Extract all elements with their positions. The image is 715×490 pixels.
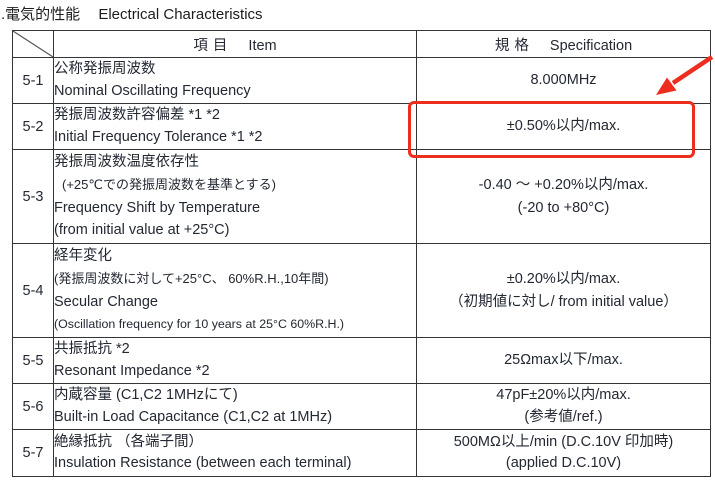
item-cell: 公称発振周波数 Nominal Oscillating Frequency [53, 57, 417, 104]
header-row: 項 目 Item 規 格 Specification [12, 30, 711, 58]
spec-cell: -0.40 ～ +0.20%以内/max. (-20 to +80°C) [416, 149, 711, 244]
row-number: 5-4 [12, 243, 54, 338]
item-line: 経年変化 [54, 248, 113, 265]
header-item-jp: 項 目 [193, 37, 228, 54]
item-line: Resonant Impedance *2 [54, 362, 210, 379]
row-number: 5-2 [12, 103, 54, 150]
header-spec-jp: 規 格 [494, 37, 530, 54]
row-number: 5-3 [12, 149, 54, 244]
item-line: 内蔵容量 (C1,C2 1MHzにて) [54, 387, 238, 403]
column-header-spec: 規 格 Specification [416, 30, 711, 58]
item-cell: 発振周波数許容偏差 *1 *2 Initial Frequency Tolera… [53, 103, 417, 150]
spec-line: 25Ωmax以下/max. [504, 351, 623, 368]
spec-cell: 25Ωmax以下/max. [416, 337, 711, 384]
item-cell: 発振周波数温度依存性 (+25℃での発振周波数を基準とする) Frequency… [53, 149, 417, 244]
spec-cell-highlighted: ±0.50%以内/max. [416, 103, 711, 150]
electrical-characteristics-table: 項 目 Item 規 格 Specification 5-1 公称発振周波数 N… [12, 30, 711, 477]
table-row-5-1: 5-1 公称発振周波数 Nominal Oscillating Frequenc… [12, 57, 711, 104]
item-line: Initial Frequency Tolerance *1 *2 [54, 128, 263, 145]
spec-line: 8.000MHz [530, 71, 597, 88]
row-number: 5-6 [12, 383, 54, 430]
page-title-jp: .電気的性能 [1, 6, 81, 23]
item-line: Nominal Oscillating Frequency [54, 82, 251, 99]
spec-cell: 47pF±20%以内/max. (参考値/ref.) [416, 383, 711, 430]
item-cell: 内蔵容量 (C1,C2 1MHzにて) Built-in Load Capaci… [53, 383, 417, 430]
item-line: 発振周波数温度依存性 [54, 154, 200, 171]
item-line: (発振周波数に対して+25°C、 60%R.H.,10年間) [54, 270, 329, 286]
spec-line: (参考値/ref.) [524, 408, 603, 425]
item-line: 発振周波数許容偏差 *1 *2 [54, 107, 220, 123]
spec-line: (-20 to +80°C) [517, 199, 610, 216]
spec-cell: ±0.20%以内/max. （初期値に対し/ from initial valu… [416, 243, 711, 338]
row-number: 5-1 [12, 57, 54, 104]
column-header-item: 項 目 Item [53, 30, 417, 58]
item-cell: 経年変化 (発振周波数に対して+25°C、 60%R.H.,10年間) Secu… [53, 243, 417, 338]
corner-cell [12, 30, 54, 58]
item-line: 公称発振周波数 [54, 61, 156, 77]
table-row-5-2: 5-2 発振周波数許容偏差 *1 *2 Initial Frequency To… [12, 103, 711, 150]
spec-line: ±0.20%以内/max. [506, 270, 621, 287]
header-item-en: Item [248, 37, 277, 54]
spec-line: （初期値に対し/ from initial value） [449, 293, 678, 310]
table-row-5-3: 5-3 発振周波数温度依存性 (+25℃での発振周波数を基準とする) Frequ… [12, 149, 711, 244]
row-number: 5-5 [12, 337, 54, 384]
item-line: Secular Change [54, 293, 159, 310]
table-row-5-7: 5-7 絶縁抵抗 （各端子間） Insulation Resistance (b… [12, 429, 711, 477]
item-line: (from initial value at +25°C) [54, 222, 230, 239]
page-title: .電気的性能 Electrical Characteristics [1, 3, 263, 24]
table-row-5-6: 5-6 内蔵容量 (C1,C2 1MHzにて) Built-in Load Ca… [12, 383, 711, 430]
table-row-5-4: 5-4 経年変化 (発振周波数に対して+25°C、 60%R.H.,10年間) … [12, 243, 711, 338]
item-line: Built-in Load Capacitance (C1,C2 at 1MHz… [54, 408, 333, 425]
item-line: Insulation Resistance (between each term… [54, 455, 352, 471]
item-cell: 共振抵抗 *2 Resonant Impedance *2 [53, 337, 417, 384]
spec-cell: 500MΩ以上/min (D.C.10V 印加時) (applied D.C.1… [416, 429, 711, 477]
item-line: 共振抵抗 *2 [54, 341, 130, 357]
item-cell: 絶縁抵抗 （各端子間） Insulation Resistance (betwe… [53, 429, 417, 477]
table-row-5-5: 5-5 共振抵抗 *2 Resonant Impedance *2 25Ωmax… [12, 337, 711, 384]
item-line: 絶縁抵抗 （各端子間） [54, 433, 204, 450]
diagonal-line-icon [13, 31, 53, 57]
spec-line: ±0.50%以内/max. [506, 117, 621, 134]
spec-line: (applied D.C.10V) [505, 455, 622, 471]
spec-line: 500MΩ以上/min (D.C.10V 印加時) [453, 433, 674, 450]
item-line: (Oscillation frequency for 10 years at 2… [54, 317, 345, 332]
row-number: 5-7 [12, 429, 54, 477]
header-spec-en: Specification [549, 37, 633, 54]
item-line: (+25℃での発振周波数を基準とする) [62, 176, 276, 192]
item-line: Frequency Shift by Temperature [54, 199, 261, 216]
page-title-en: Electrical Characteristics [98, 6, 263, 23]
spec-line: 47pF±20%以内/max. [496, 387, 631, 403]
spec-cell: 8.000MHz [416, 57, 711, 104]
spec-line: -0.40 ～ +0.20%以内/max. [478, 176, 649, 193]
